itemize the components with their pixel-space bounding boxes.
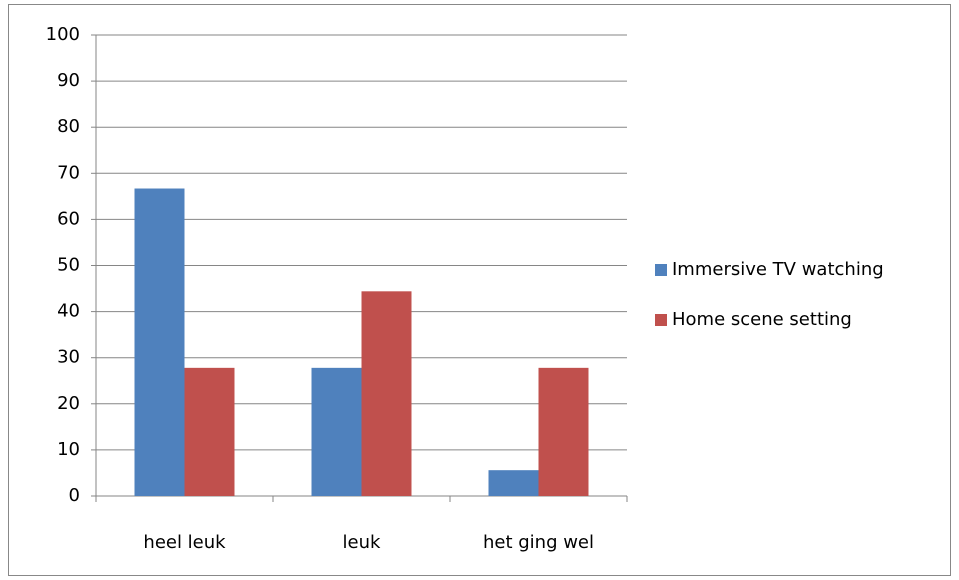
legend-label: Home scene setting: [672, 309, 852, 330]
x-tick-label: leuk: [343, 532, 381, 553]
bar: [134, 188, 185, 496]
legend-label: Immersive TV watching: [672, 259, 884, 280]
legend-swatch: [655, 264, 667, 276]
y-tick-label: 0: [69, 485, 80, 506]
y-tick-label: 10: [57, 439, 80, 460]
bar: [538, 367, 589, 496]
x-tick-label: heel leuk: [143, 532, 226, 553]
x-tick-label: het ging wel: [483, 532, 594, 553]
bar: [184, 367, 235, 496]
y-tick-label: 40: [57, 301, 80, 322]
y-tick-label: 30: [57, 347, 80, 368]
bar: [311, 367, 362, 496]
y-tick-label: 80: [57, 116, 80, 137]
bar: [361, 291, 412, 496]
y-tick-label: 60: [57, 208, 80, 229]
y-tick-label: 20: [57, 393, 80, 414]
y-tick-label: 70: [57, 162, 80, 183]
legend-swatch: [655, 314, 667, 326]
y-tick-label: 100: [46, 24, 80, 45]
y-tick-label: 90: [57, 70, 80, 91]
y-tick-label: 50: [57, 255, 80, 276]
bar: [488, 470, 539, 496]
